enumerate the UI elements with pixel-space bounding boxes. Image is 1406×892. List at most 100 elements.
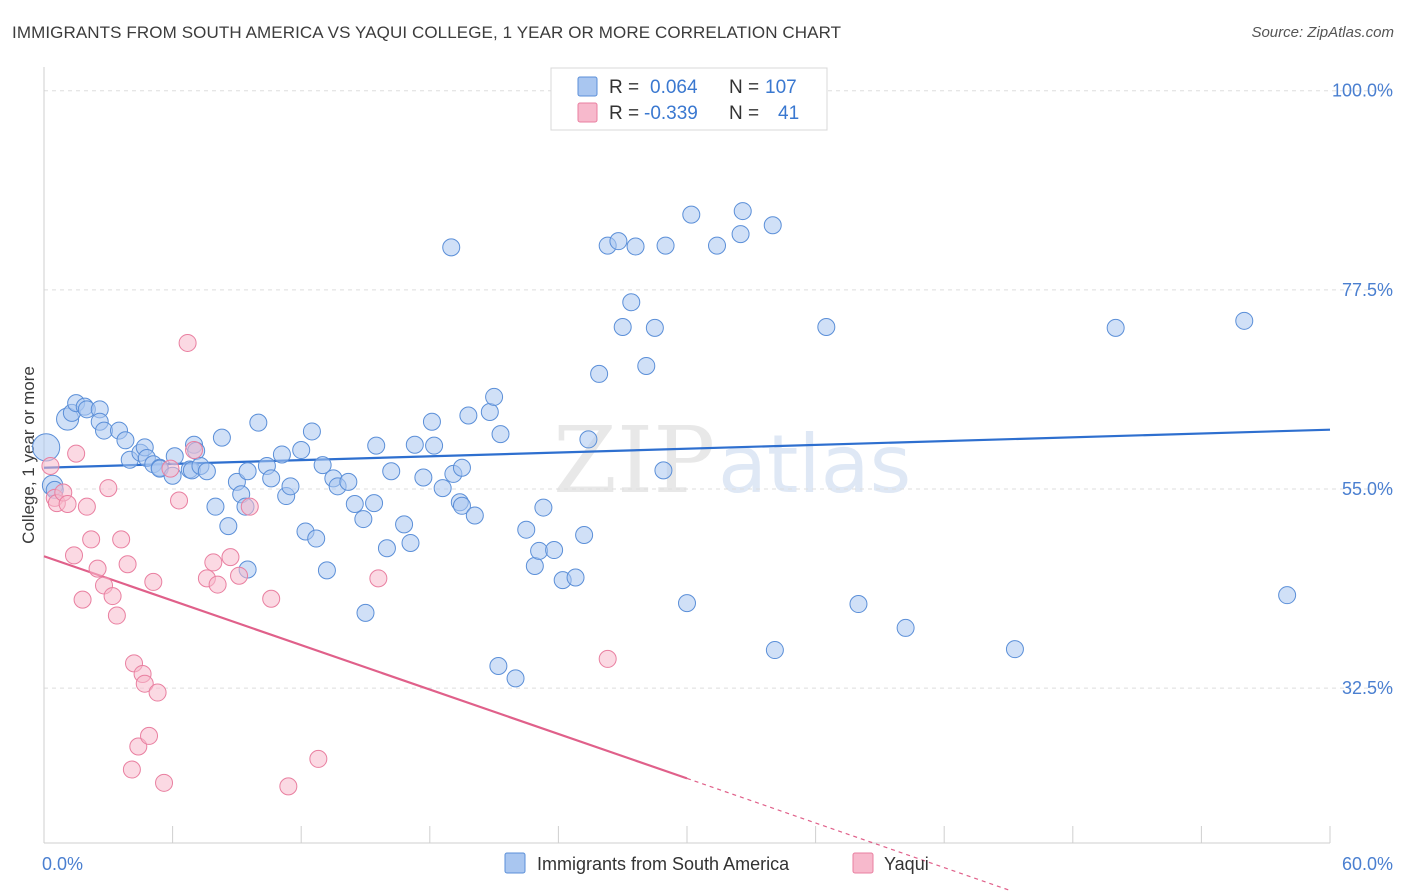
y-tick-labels: 100.0% 77.5% 55.0% 32.5%: [1332, 81, 1393, 698]
immigrants-point-36: [249, 413, 268, 432]
immigrants-point-71: [465, 506, 484, 525]
immigrants-point-55: [367, 436, 386, 455]
immigrants-point-68: [452, 496, 471, 515]
immigrants-point-54: [365, 494, 384, 513]
immigrants-point-101: [763, 216, 782, 235]
immigrants-point-96: [678, 594, 696, 613]
yaqui-point-17: [122, 760, 141, 779]
yaqui-point-33: [221, 548, 240, 567]
legend-swatch-blue: [577, 76, 598, 97]
immigrants-point-12: [116, 431, 135, 450]
immigrants-point-83: [566, 568, 585, 587]
immigrants-point-106: [1005, 640, 1024, 659]
immigrants-point-77: [517, 520, 536, 539]
trend-line-1: [43, 555, 688, 780]
yaqui-point-23: [144, 572, 163, 591]
yaqui-point-25: [155, 773, 174, 792]
series-legend: Immigrants from South America Yaqui: [504, 852, 929, 874]
legend-swatch-yaqui: [852, 852, 874, 874]
immigrants-point-57: [382, 462, 401, 481]
trend-line-dashed-1: [686, 777, 1009, 891]
immigrants-point-102: [765, 641, 784, 660]
yaqui-point-26: [161, 459, 180, 478]
legend-swatch-pink: [577, 102, 598, 123]
immigrants-point-70: [459, 406, 478, 425]
immigrants-point-30: [219, 517, 238, 536]
immigrants-point-79: [530, 541, 549, 560]
immigrants-point-99: [731, 225, 750, 244]
yaqui-point-36: [262, 589, 281, 608]
legend-label-yaqui: Yaqui: [884, 854, 929, 874]
series-immigrants-points: [32, 202, 1297, 688]
immigrants-point-47: [317, 561, 336, 580]
immigrants-point-62: [422, 412, 441, 431]
yaqui-point-9: [82, 530, 101, 549]
legend-swatch-immigrants: [504, 852, 526, 874]
immigrants-point-104: [849, 595, 868, 614]
immigrants-point-29: [212, 428, 231, 447]
immigrants-point-58: [395, 515, 414, 534]
immigrants-point-38: [262, 469, 281, 488]
watermark-atlas: atlas: [718, 418, 911, 511]
grid: [44, 90, 1395, 689]
immigrants-point-39: [272, 445, 291, 464]
yaqui-point-15: [112, 530, 131, 549]
yaqui-point-22: [140, 726, 159, 745]
yaqui-point-7: [73, 590, 92, 609]
x-tick-label-1: 60.0%: [1342, 854, 1393, 874]
yaqui-point-0: [41, 456, 60, 475]
yaqui-point-39: [369, 569, 388, 588]
immigrants-point-97: [682, 205, 701, 224]
yaqui-point-29: [185, 441, 204, 460]
immigrants-point-85: [579, 430, 598, 449]
immigrants-point-108: [1235, 311, 1254, 330]
y-tick-label-0: 100.0%: [1332, 81, 1393, 101]
y-tick-label-2: 55.0%: [1342, 479, 1393, 499]
yaqui-point-6: [67, 444, 86, 463]
immigrants-point-93: [645, 318, 664, 337]
chart-source: Source: ZipAtlas.com: [1251, 24, 1394, 41]
immigrants-point-84: [575, 526, 594, 544]
immigrants-point-89: [613, 318, 632, 337]
immigrants-point-86: [590, 364, 609, 383]
legend-r-value-blue: 0.064: [650, 77, 698, 98]
immigrants-point-80: [534, 498, 553, 517]
immigrants-point-51: [345, 495, 364, 514]
yaqui-point-13: [103, 587, 122, 606]
legend-r-value-pink: -0.339: [644, 103, 698, 124]
immigrants-point-109: [1278, 586, 1297, 605]
immigrants-point-45: [307, 529, 326, 548]
immigrants-point-41: [281, 477, 300, 496]
immigrants-point-46: [313, 456, 332, 475]
immigrants-point-100: [733, 202, 752, 221]
immigrants-point-72: [480, 402, 499, 421]
immigrants-point-28: [206, 497, 225, 516]
immigrants-point-65: [442, 238, 461, 257]
immigrants-point-27: [197, 462, 216, 481]
yaqui-point-14: [107, 606, 126, 625]
yaqui-point-32: [208, 575, 227, 594]
yaqui-point-31: [204, 553, 223, 572]
y-tick-label-3: 32.5%: [1342, 678, 1393, 698]
yaqui-point-38: [309, 749, 328, 768]
immigrants-point-34: [238, 462, 257, 481]
yaqui-point-12: [99, 479, 118, 498]
immigrants-point-91: [626, 237, 645, 256]
yaqui-point-10: [88, 559, 107, 578]
yaqui-point-27: [170, 491, 189, 510]
legend-n-label-pink: N =: [729, 103, 759, 124]
yaqui-point-24: [148, 683, 167, 702]
yaqui-point-19: [129, 737, 148, 756]
immigrants-point-59: [401, 533, 420, 552]
yaqui-point-5: [65, 546, 84, 565]
immigrants-point-53: [356, 603, 375, 622]
immigrants-point-50: [339, 472, 358, 491]
trend-lines: [43, 428, 1331, 891]
immigrants-point-98: [708, 236, 727, 255]
immigrants-point-92: [637, 356, 656, 375]
x-tick-label-0: 0.0%: [42, 854, 83, 874]
trend-line-0: [43, 428, 1331, 469]
immigrants-point-69: [452, 458, 471, 477]
yaqui-point-40: [598, 649, 617, 668]
